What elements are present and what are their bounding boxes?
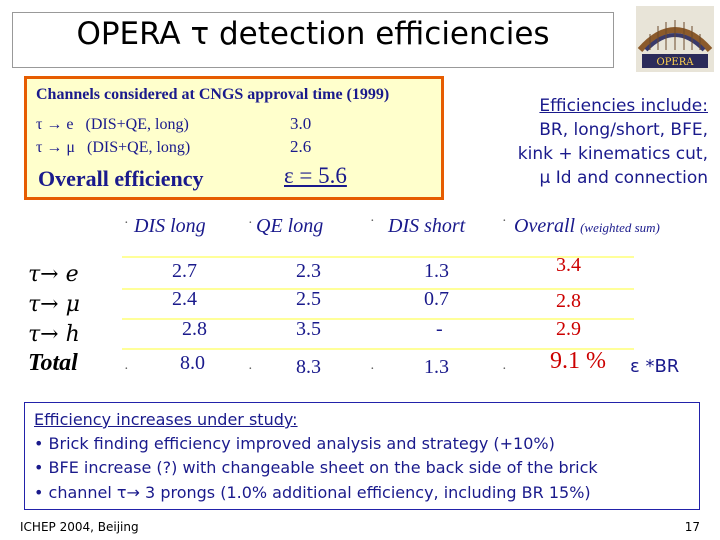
channel-name: τ → μ [36,139,76,156]
channel-row-mu: τ → μ (DIS+QE, long) [36,139,190,157]
cell-tau-h-dis-long: 2.8 [182,318,207,340]
separator-dot: · [248,362,253,377]
row-label-tau-e: τ→ e [28,262,79,287]
row-label-total: Total [28,350,78,376]
slide-title: OPERA τ detection efficiencies [76,16,550,52]
logo-text: OPERA [657,57,695,68]
channel-value-mu: 2.6 [290,137,312,156]
row-band [122,288,634,290]
channel-detail: (DIS+QE, long) [87,139,191,156]
cell-tau-e-qe-long: 2.3 [296,260,321,282]
study-box [24,402,700,510]
column-header-overall: Overall (weighted sum) [514,215,660,238]
cell-tau-mu-dis-long: 2.4 [172,288,197,310]
total-suffix: ε *BR [630,356,680,377]
opera-logo: OPERA [636,6,714,72]
column-header-qe-long: QE long [256,215,324,237]
efficiencies-include-line: μ Id and connection [539,168,708,188]
separator-dot: · [502,214,507,229]
row-band [122,256,634,258]
cell-tau-h-qe-long: 3.5 [296,318,321,340]
efficiencies-include: Efficiencies include: BR, long/short, BF… [458,94,708,190]
overall-efficiency-label: Overall efficiency [38,166,204,191]
column-header-overall-note: (weighted sum) [580,220,660,235]
separator-dot: · [370,362,375,377]
overall-efficiency-value: ε = 5.6 [284,163,347,189]
channel-detail: (DIS+QE, long) [85,116,189,133]
study-item: • channel τ→ 3 prongs (1.0% additional e… [34,483,591,502]
separator-dot: · [370,214,375,229]
row-band [122,348,634,350]
cell-tau-mu-dis-short: 0.7 [424,288,449,310]
overall-efficiency-text: ε = 5.6 [284,163,347,188]
cell-tau-e-dis-short: 1.3 [424,260,449,282]
study-item: • BFE increase (?) with changeable sheet… [34,458,598,477]
cell-tau-mu-overall: 2.8 [556,290,581,312]
cell-tau-mu-qe-long: 2.5 [296,288,321,310]
column-header-dis-long: DIS long [134,215,206,237]
row-label-tau-mu: τ→ μ [28,292,80,317]
title-frame [12,12,614,68]
channel-name: τ → e [36,116,74,133]
page-number: 17 [684,520,700,534]
cell-total-dis-long: 8.0 [180,352,205,374]
row-label-tau-h: τ→ h [28,322,80,347]
separator-dot: · [248,216,253,231]
column-header-dis-short: DIS short [388,215,466,237]
efficiencies-include-heading: Efficiencies include: [539,96,708,116]
cell-tau-e-dis-long: 2.7 [172,260,197,282]
cell-tau-h-overall: 2.9 [556,318,581,340]
study-item: • Brick finding efficiency improved anal… [34,434,555,453]
row-band [122,318,634,320]
cell-total-overall: 9.1 % [550,348,606,374]
cell-tau-e-overall: 3.4 [556,254,581,276]
separator-dot: · [124,216,129,231]
cell-total-qe-long: 8.3 [296,356,321,378]
cell-tau-h-dis-short: - [436,318,443,340]
efficiencies-include-line: BR, long/short, BFE, [539,120,708,140]
channel-value-e: 3.0 [290,114,312,133]
separator-dot: · [124,362,129,377]
channels-box [24,76,444,200]
study-heading: Efficiency increases under study: [34,410,298,429]
cell-total-dis-short: 1.3 [424,356,449,378]
channel-row-e: τ → e (DIS+QE, long) [36,116,189,134]
footer-conference: ICHEP 2004, Beijing [20,520,139,534]
efficiencies-include-line: kink + kinematics cut, [517,144,708,164]
column-header-overall-text: Overall [514,215,576,237]
channels-heading: Channels considered at CNGS approval tim… [36,86,390,103]
separator-dot: · [502,362,507,377]
